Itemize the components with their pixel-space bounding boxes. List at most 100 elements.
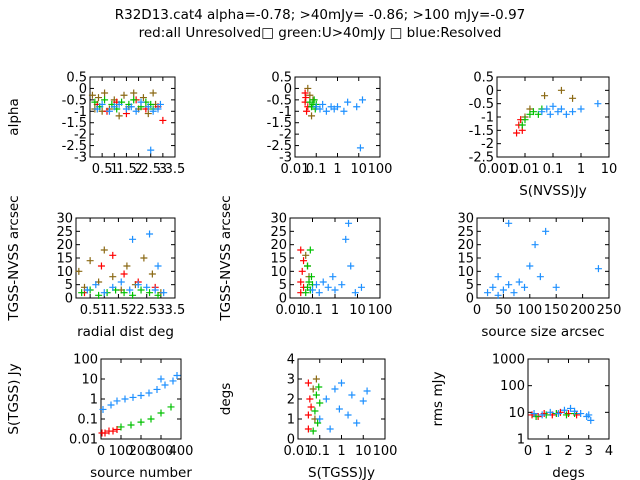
data-point-blue [99, 405, 107, 413]
data-point-olive [304, 84, 312, 92]
data-point-blue [122, 105, 130, 113]
data-point-blue [538, 411, 546, 419]
data-point-blue [146, 230, 154, 238]
data-point-olive [75, 267, 83, 275]
y-tick-label: 0.1 [77, 413, 98, 428]
x-tick-label: 1 [100, 303, 108, 318]
data-point-blue [348, 391, 356, 399]
y-tick-label: -1 [279, 105, 292, 120]
data-point-blue [338, 379, 345, 387]
data-point-blue [329, 273, 337, 281]
y-tick-label: 0 [279, 292, 287, 307]
data-point-blue [129, 235, 137, 243]
x-tick-label: 100 [368, 303, 393, 318]
data-point-red [304, 379, 312, 387]
data-point-green [304, 262, 312, 270]
data-point-olive [100, 246, 108, 254]
x-tick-label: 100 [373, 444, 398, 459]
data-point-blue [505, 219, 513, 227]
y-tick-label: 0.5 [66, 71, 87, 86]
y-tick-label: 1 [287, 413, 295, 428]
data-point-red [298, 267, 306, 275]
data-point-blue [557, 105, 565, 113]
data-point-blue [132, 107, 140, 115]
data-point-blue [322, 107, 330, 115]
data-point-red [307, 403, 315, 411]
data-point-blue [83, 286, 91, 294]
x-axis-label: radial dist deg [77, 324, 174, 340]
x-tick-label: 2.5 [136, 303, 157, 318]
data-point-blue [319, 100, 327, 108]
y-tick-label: -0.5 [267, 93, 292, 108]
data-point-blue [156, 100, 164, 108]
data-point-blue [510, 289, 518, 297]
data-point-olive [557, 86, 565, 94]
data-point-blue [169, 377, 177, 385]
x-tick-label: 1 [544, 444, 552, 459]
data-point-blue [149, 107, 157, 115]
data-point-blue [134, 281, 142, 289]
data-point-green [78, 289, 86, 297]
data-point-blue [153, 385, 161, 393]
data-point-green [309, 427, 317, 435]
data-point-blue [161, 381, 169, 389]
data-point-red [109, 427, 117, 435]
data-point-olive [306, 91, 314, 99]
data-point-olive [88, 91, 96, 99]
plot-frame [496, 76, 610, 158]
y-tick-label: 100 [73, 353, 98, 368]
data-point-blue [347, 262, 355, 270]
data-point-green [167, 403, 175, 411]
y-tick-label: -1 [481, 111, 494, 126]
data-point-blue [538, 108, 546, 116]
x-tick-label: 0.1 [302, 303, 323, 318]
data-point-red [304, 411, 312, 419]
title-line-2: red:all Unresolved□ green:U>40mJy □ blue… [138, 25, 502, 41]
y-tick-label: -2.5 [62, 139, 87, 154]
y-tick-label: 25 [270, 225, 287, 240]
plot-frame [100, 358, 182, 440]
data-point-olive [101, 89, 109, 97]
data-point-blue [499, 286, 507, 294]
x-tick-label: 400 [169, 444, 194, 459]
data-point-blue [326, 425, 334, 433]
plot-p2: 0.010.1 1 10 100 0.50-0.5-1-1.5-2-2.5-3 [267, 71, 393, 178]
x-tick-label: 50 [495, 303, 512, 318]
x-tick-label: 200 [570, 303, 595, 318]
y-axis-label: alpha [6, 98, 22, 135]
y-tick-label: 3 [287, 373, 295, 388]
y-tick-label: 30 [56, 212, 73, 227]
data-point-blue [147, 146, 155, 154]
x-tick-label: 0.1 [543, 162, 564, 177]
x-tick-label: 0.1 [309, 444, 330, 459]
x-tick-label: 100 [109, 444, 134, 459]
y-axis-label: degs [218, 383, 234, 415]
data-point-green [157, 409, 165, 417]
data-point-blue [109, 283, 117, 291]
data-point-green [101, 96, 109, 104]
y-tick-label: 15 [56, 252, 73, 267]
y-tick-label: -0.5 [62, 93, 87, 108]
data-point-blue [315, 289, 323, 297]
y-tick-label: -1.5 [62, 116, 87, 131]
data-point-red [113, 425, 121, 433]
x-tick-label: 3 [157, 303, 165, 318]
x-tick-label: 10 [601, 162, 618, 177]
y-axis-label: TGSS-NVSS arcsec [6, 195, 22, 321]
y-tick-label: 10 [270, 265, 287, 280]
data-point-blue [338, 281, 346, 289]
x-tick-label: 2 [564, 444, 572, 459]
data-point-green [129, 291, 137, 299]
y-tick-label: 15 [457, 252, 474, 267]
title-line-1: R32D13.cat4 alpha=-0.78; >40mJy= -0.86; … [114, 7, 526, 23]
data-point-olive [115, 112, 123, 120]
data-point-blue [536, 273, 544, 281]
data-point-blue [531, 241, 539, 249]
data-point-blue [316, 105, 324, 113]
x-tick-label: 0.01 [511, 162, 540, 177]
data-point-olive [148, 270, 156, 278]
x-tick-label: 300 [149, 444, 174, 459]
x-axis-label: source number [90, 465, 192, 480]
y-axis-label: S(TGSS) Jy [6, 363, 22, 434]
y-tick-label: 0 [284, 82, 292, 97]
